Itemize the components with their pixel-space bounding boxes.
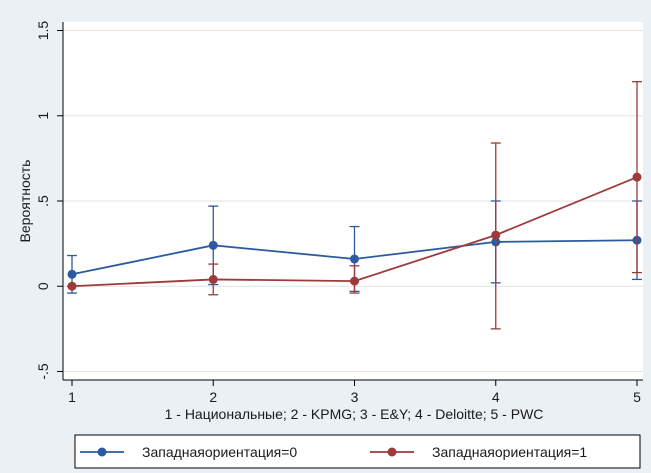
data-point (350, 254, 359, 264)
y-tick-label: 0 (35, 282, 51, 290)
data-point (491, 230, 501, 240)
data-point (67, 281, 77, 291)
y-tick-label: 1.5 (35, 21, 51, 41)
legend-label: Западнаяориентация=1 (432, 444, 587, 460)
data-point (632, 172, 642, 182)
x-ticks: 1 2 3 4 5 (68, 380, 641, 405)
y-tick-label: -.5 (35, 363, 51, 380)
data-point (67, 269, 77, 279)
series-1 (67, 81, 642, 330)
legend-marker (97, 447, 107, 457)
x-axis-title: 1 - Национальные; 2 - KPMG; 3 - E&Y; 4 -… (165, 406, 544, 422)
legend-box (74, 434, 641, 469)
x-tick-label: 1 (68, 389, 76, 405)
y-tick-label: .5 (35, 195, 51, 207)
x-tick-label: 2 (209, 389, 217, 405)
data-point (208, 274, 218, 284)
x-tick-label: 3 (351, 389, 359, 405)
data-point (350, 276, 359, 286)
y-axis-title: Вероятность (17, 160, 33, 243)
y-tick-label: 1 (35, 112, 51, 120)
legend-label: Западнаяориентация=0 (142, 444, 297, 460)
legend-marker (387, 447, 397, 457)
series-layer (67, 81, 642, 330)
x-tick-label: 4 (492, 389, 500, 405)
y-ticks: -.5 0 .5 1 1.5 (35, 21, 63, 380)
data-point (208, 240, 218, 250)
grid-lines (63, 30, 643, 372)
x-tick-label: 5 (633, 389, 641, 405)
legend: Западнаяориентация=0 Западнаяориентация=1 (74, 434, 641, 469)
